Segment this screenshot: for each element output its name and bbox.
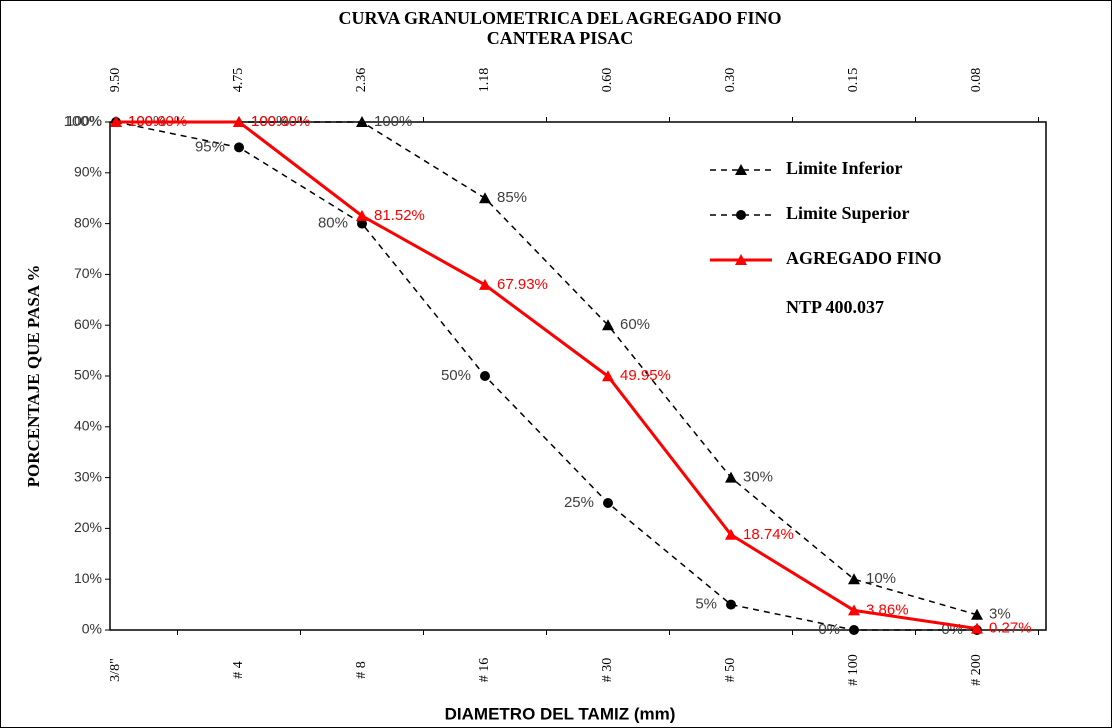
x-tick-label: # 100 [846, 654, 861, 686]
data-label: 80% [318, 215, 348, 232]
data-label: 0% [818, 621, 840, 638]
top-tick-label: 2.36 [354, 68, 369, 93]
data-point [234, 142, 244, 153]
legend-label: Limite Inferior [786, 158, 902, 178]
data-label: 100% [374, 113, 412, 130]
top-tick-label: 0.15 [846, 68, 861, 93]
data-point [233, 116, 245, 127]
data-label: 100% [64, 113, 102, 130]
data-point [971, 622, 983, 634]
x-tick-label: 3/8" [108, 658, 123, 682]
data-point [603, 498, 613, 508]
data-point [971, 608, 983, 620]
data-point [602, 370, 614, 382]
data-label: 30% [743, 469, 773, 486]
data-point [725, 471, 737, 483]
data-label: 49.95% [620, 367, 671, 384]
data-label: 100.00% [128, 113, 187, 130]
data-point [356, 116, 368, 127]
y-tick-label: 0% [82, 621, 102, 637]
data-point [356, 209, 368, 221]
data-label: 0.27% [989, 620, 1032, 637]
data-label: 85% [497, 189, 527, 206]
legend-note: NTP 400.037 [786, 297, 884, 317]
top-tick-label: 9.50 [108, 68, 123, 93]
data-point [357, 218, 367, 229]
data-point [848, 604, 860, 616]
data-label: 100% [251, 113, 289, 130]
top-tick-label: 1.18 [477, 68, 492, 93]
x-axis-label: DIAMETRO DEL TAMIZ (mm) [445, 704, 676, 723]
x-tick-label: # 8 [354, 661, 369, 679]
y-tick-label: 30% [74, 468, 102, 484]
y-tick-label: 20% [74, 519, 102, 535]
x-tick-label: # 4 [231, 661, 246, 679]
data-label: 100.00% [251, 113, 310, 130]
legend-marker [736, 210, 746, 220]
data-point [479, 278, 491, 290]
data-label: 50% [441, 367, 471, 384]
y-tick-label: 50% [74, 367, 102, 383]
chart-title: CURVA GRANULOMETRICA DEL AGREGADO FINO [338, 8, 781, 28]
series-line [116, 121, 978, 616]
legend-marker [735, 254, 747, 265]
top-tick-label: 4.75 [231, 68, 246, 93]
data-label: 81.52% [374, 207, 425, 224]
data-label: 25% [564, 494, 594, 511]
y-tick-label: 10% [74, 570, 102, 586]
data-label: 10% [866, 570, 896, 587]
data-point [848, 573, 860, 585]
data-label: 95% [195, 138, 225, 155]
legend-label: AGREGADO FINO [786, 248, 942, 268]
top-tick-label: 0.08 [969, 68, 984, 93]
series-line [115, 121, 977, 631]
data-label: 5% [695, 596, 717, 613]
data-label: 3.86% [866, 601, 909, 618]
y-tick-label: 60% [74, 316, 102, 332]
data-point [849, 625, 859, 635]
y-tick-label: 80% [74, 214, 102, 230]
x-tick-label: # 200 [969, 654, 984, 686]
series-line [116, 120, 978, 631]
data-label: 18.74% [743, 526, 794, 543]
y-tick-label: 90% [74, 164, 102, 180]
data-label: 3% [989, 606, 1011, 623]
top-tick-label: 0.30 [723, 68, 738, 93]
data-point [602, 319, 614, 331]
data-label: 67.93% [497, 276, 548, 293]
data-point [726, 599, 736, 610]
chart-subtitle: CANTERA PISAC [487, 28, 634, 48]
data-point [725, 528, 737, 540]
y-tick-label: 40% [74, 418, 102, 434]
y-axis-label: PORCENTAJE QUE PASA % [24, 265, 43, 488]
y-tick-label: 70% [74, 265, 102, 281]
data-point [480, 371, 490, 381]
legend-label: Limite Superior [786, 203, 910, 223]
data-label: 60% [620, 316, 650, 333]
x-tick-label: # 30 [600, 658, 615, 683]
legend-marker [735, 164, 747, 175]
x-tick-label: # 50 [723, 658, 738, 683]
y-tick-label: 100% [66, 113, 102, 129]
x-tick-label: # 16 [477, 658, 492, 683]
data-point [479, 192, 491, 204]
data-point [110, 116, 122, 127]
top-tick-label: 0.60 [600, 68, 615, 93]
